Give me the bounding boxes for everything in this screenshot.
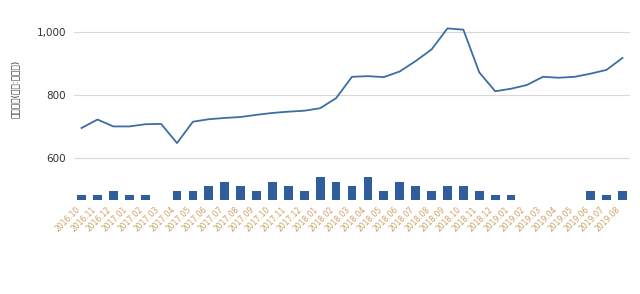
Bar [586, 191, 595, 200]
Bar [77, 195, 86, 200]
Bar [459, 186, 468, 200]
Bar [236, 186, 245, 200]
Bar [300, 191, 308, 200]
Bar [93, 195, 102, 200]
Bar [189, 191, 197, 200]
Bar [141, 195, 150, 200]
Bar [173, 191, 181, 200]
Bar [475, 191, 484, 200]
Text: 거래금액(단위:백만원): 거래금액(단위:백만원) [11, 60, 20, 118]
Bar [268, 182, 277, 200]
Bar [332, 182, 340, 200]
Bar [348, 186, 356, 200]
Bar [443, 186, 452, 200]
Bar [316, 177, 324, 200]
Bar [252, 191, 261, 200]
Bar [380, 191, 388, 200]
Bar [412, 186, 420, 200]
Bar [284, 186, 292, 200]
Bar [491, 195, 500, 200]
Bar [427, 191, 436, 200]
Bar [109, 191, 118, 200]
Bar [618, 191, 627, 200]
Bar [220, 182, 229, 200]
Bar [602, 195, 611, 200]
Bar [125, 195, 134, 200]
Bar [507, 195, 515, 200]
Bar [364, 177, 372, 200]
Bar [396, 182, 404, 200]
Bar [204, 186, 213, 200]
